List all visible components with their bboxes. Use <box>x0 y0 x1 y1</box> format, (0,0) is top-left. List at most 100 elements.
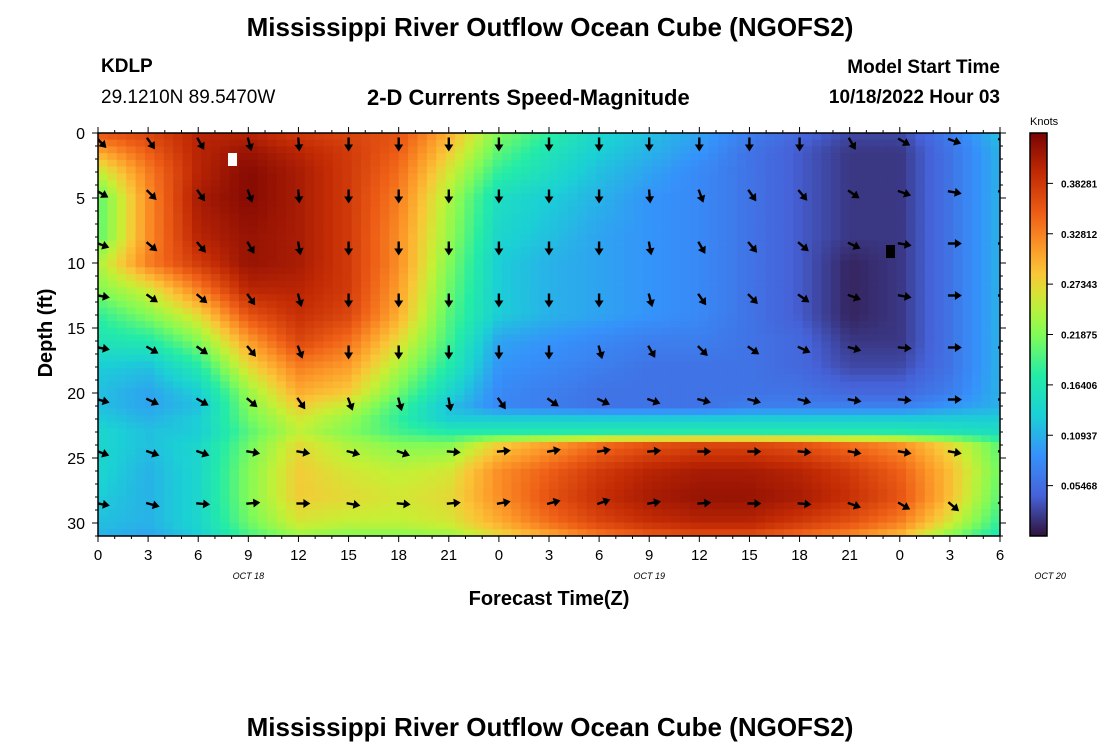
heatmap-cell <box>736 314 747 322</box>
heatmap-cell <box>238 455 249 463</box>
heatmap-cell <box>718 180 729 188</box>
heatmap-cell <box>163 368 174 376</box>
heatmap-cell <box>736 462 747 470</box>
heatmap-cell <box>746 455 757 463</box>
heatmap-cell <box>802 408 813 416</box>
heatmap-cell <box>595 200 606 208</box>
heatmap-cell <box>971 307 982 315</box>
heatmap-cell <box>708 428 719 436</box>
heatmap-cell <box>248 146 259 154</box>
heatmap-cell <box>661 247 672 255</box>
heatmap-cell <box>577 159 588 168</box>
heatmap-cell <box>436 133 447 141</box>
heatmap-cell <box>173 408 184 416</box>
heatmap-cell <box>332 133 343 141</box>
heatmap-cell <box>971 408 982 416</box>
heatmap-cell <box>220 220 231 228</box>
heatmap-cell <box>332 233 343 242</box>
heatmap-cell <box>774 133 785 141</box>
heatmap-cell <box>830 475 841 483</box>
heatmap-cell <box>182 448 193 456</box>
heatmap-cell <box>426 300 437 309</box>
heatmap-cell <box>323 428 334 436</box>
heatmap-cell <box>859 146 870 154</box>
heatmap-cell <box>558 327 569 336</box>
heatmap-cell <box>802 200 813 208</box>
heatmap-cell <box>276 475 287 483</box>
heatmap-cell <box>605 173 616 181</box>
heatmap-cell <box>473 133 484 141</box>
heatmap-cell <box>107 267 118 275</box>
heatmap-cell <box>379 227 390 235</box>
heatmap-cell <box>342 280 353 289</box>
heatmap-cell <box>943 374 954 383</box>
heatmap-cell <box>116 173 127 181</box>
heatmap-cell <box>220 327 231 336</box>
heatmap-cell <box>370 153 381 161</box>
heatmap-cell <box>417 280 428 289</box>
heatmap-cell <box>549 227 559 235</box>
heatmap-cell <box>502 180 513 188</box>
heatmap-cell <box>840 146 851 154</box>
heatmap-cell <box>201 180 212 188</box>
heatmap-cell <box>605 260 616 268</box>
heatmap-cell <box>962 341 973 349</box>
heatmap-cell <box>971 186 982 195</box>
heatmap-cell <box>802 253 813 262</box>
heatmap-cell <box>614 334 625 342</box>
heatmap-cell <box>990 321 1000 329</box>
heatmap-cell <box>257 475 268 483</box>
heatmap-cell <box>473 455 484 463</box>
heatmap-cell <box>558 401 569 409</box>
heatmap-cell <box>934 441 945 450</box>
heatmap-cell <box>736 421 747 430</box>
heatmap-cell <box>98 200 108 208</box>
heatmap-cell <box>314 361 325 369</box>
heatmap-cell <box>238 193 249 201</box>
heatmap-cell <box>455 193 466 201</box>
heatmap-cell <box>257 441 268 450</box>
heatmap-cell <box>812 300 823 309</box>
heatmap-cell <box>906 441 917 450</box>
heatmap-cell <box>549 294 559 302</box>
heatmap-cell <box>624 300 635 309</box>
heatmap-cell <box>314 347 325 356</box>
heatmap-cell <box>304 267 315 275</box>
heatmap-cell <box>483 180 494 188</box>
heatmap-cell <box>877 394 888 403</box>
heatmap-cell <box>483 294 494 302</box>
heatmap-cell <box>859 415 870 423</box>
heatmap-cell <box>924 294 935 302</box>
heatmap-cell <box>661 227 672 235</box>
heatmap-cell <box>304 220 315 228</box>
heatmap-cell <box>793 159 804 168</box>
heatmap-cell <box>445 381 456 389</box>
heatmap-cell <box>285 253 296 262</box>
heatmap-cell <box>502 300 513 309</box>
heatmap-cell <box>680 146 691 154</box>
heatmap-cell <box>906 354 917 362</box>
heatmap-cell <box>906 220 917 228</box>
heatmap-cell <box>671 287 682 295</box>
heatmap-cell <box>426 193 437 201</box>
heatmap-cell <box>455 381 466 389</box>
heatmap-cell <box>210 468 221 477</box>
heatmap-cell <box>990 408 1000 416</box>
heatmap-cell <box>877 462 888 470</box>
heatmap-cell <box>314 173 325 181</box>
heatmap-cell <box>981 213 992 221</box>
heatmap-cell <box>624 247 635 255</box>
heatmap-cell <box>830 334 841 342</box>
heatmap-cell <box>163 139 174 148</box>
heatmap-cell <box>116 354 127 362</box>
heatmap-cell <box>840 408 851 416</box>
heatmap-cell <box>915 193 926 201</box>
heatmap-cell <box>370 381 381 389</box>
heatmap-cell <box>868 280 879 289</box>
heatmap-cell <box>586 341 597 349</box>
heatmap-cell <box>492 381 503 389</box>
heatmap-cell <box>934 186 945 195</box>
heatmap-cell <box>351 388 362 396</box>
heatmap-cell <box>530 441 541 450</box>
heatmap-cell <box>314 294 325 302</box>
